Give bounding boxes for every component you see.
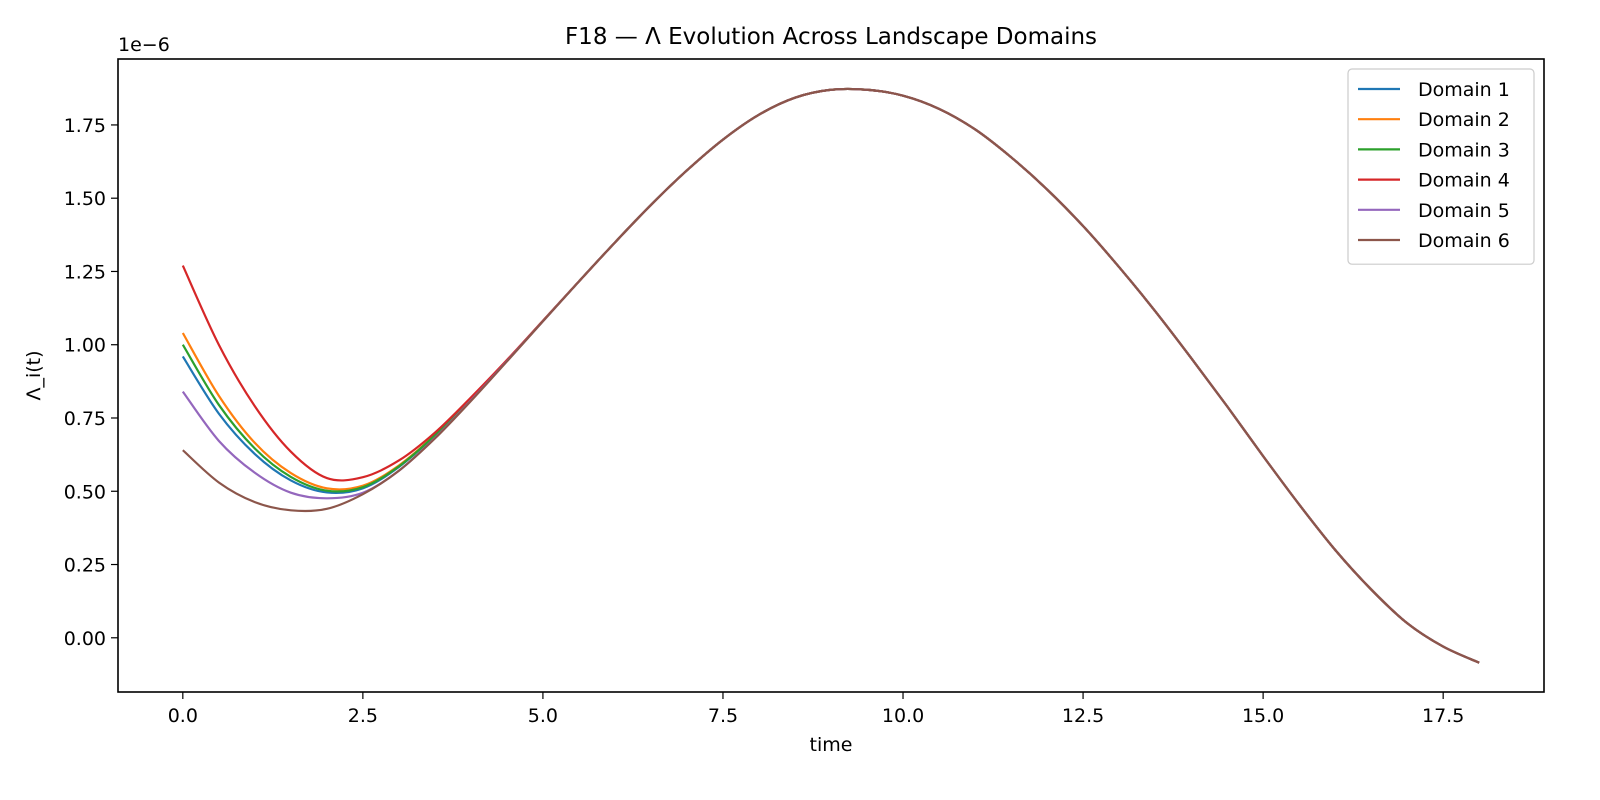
x-tick-label: 0.0: [168, 705, 198, 727]
y-axis: 0.00 0.25 0.50 0.75 1.00 1.25 1.50 1.75: [64, 115, 118, 650]
x-tick-label: 15.0: [1242, 705, 1284, 727]
x-tick-label: 7.5: [708, 705, 738, 727]
chart-title: F18 — Λ Evolution Across Landscape Domai…: [565, 24, 1097, 50]
series-line-domain-2: [181, 87, 1480, 664]
x-tick-label: 2.5: [348, 705, 378, 727]
y-tick-label: 0.25: [64, 555, 106, 577]
y-tick-label: 1.25: [64, 261, 106, 283]
legend-label-domain-3: Domain 3: [1418, 139, 1510, 161]
y-axis-label: Λ_i(t): [23, 350, 45, 400]
x-axis-label: time: [810, 734, 853, 756]
legend-label-domain-6: Domain 6: [1418, 230, 1510, 252]
series-line-domain-6: [182, 87, 1480, 664]
x-tick-label: 10.0: [882, 705, 924, 727]
series-line-domain-5: [181, 87, 1480, 664]
legend-label-domain-4: Domain 4: [1418, 170, 1510, 192]
legend-label-domain-5: Domain 5: [1418, 200, 1510, 222]
y-tick-label: 0.50: [64, 481, 106, 503]
x-tick-label: 12.5: [1062, 705, 1104, 727]
y-tick-label: 1.75: [64, 115, 106, 137]
series-lines: [181, 87, 1480, 664]
y-tick-label: 0.00: [64, 628, 106, 650]
series-line-domain-1: [181, 87, 1480, 664]
x-axis: 0.0 2.5 5.0 7.5 10.0 12.5 15.0 17.5: [168, 692, 1464, 727]
y-tick-label: 0.75: [64, 408, 106, 430]
series-line-domain-4: [181, 87, 1480, 664]
y-tick-label: 1.50: [64, 188, 106, 210]
x-tick-label: 5.0: [528, 705, 558, 727]
legend-frame: [1347, 68, 1535, 265]
y-axis-offset-label: 1e−6: [118, 34, 170, 56]
series-line-domain-3: [181, 87, 1480, 664]
legend: Domain 1 Domain 2 Domain 3 Domain 4 Domain 5…: [1347, 68, 1535, 265]
legend-label-domain-2: Domain 2: [1418, 109, 1510, 131]
y-tick-label: 1.00: [64, 335, 106, 357]
legend-label-domain-1: Domain 1: [1418, 79, 1510, 101]
x-tick-label: 17.5: [1422, 705, 1464, 727]
plot-area-frame: [117, 58, 1545, 693]
